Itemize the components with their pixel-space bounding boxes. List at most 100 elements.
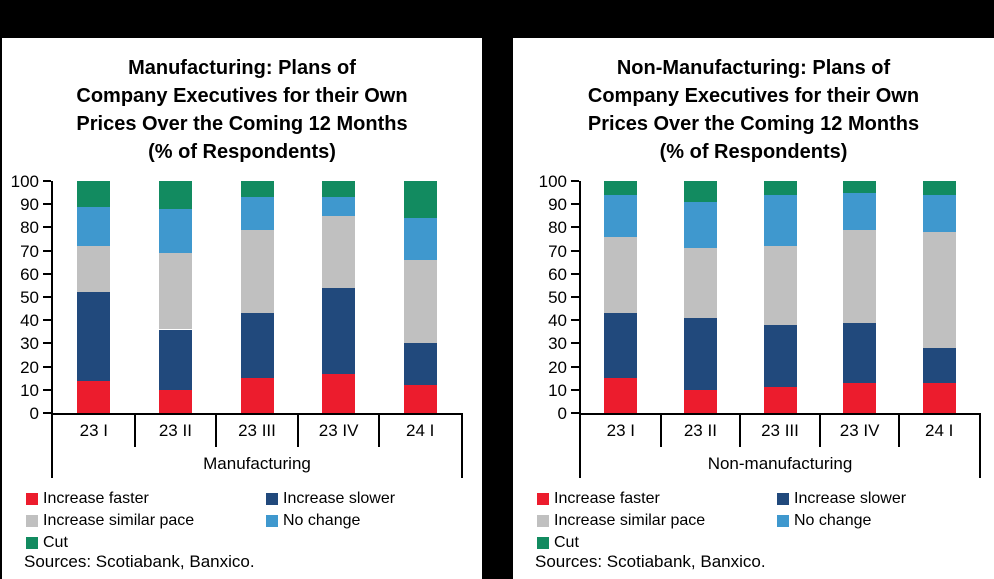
bar-segment [843, 382, 877, 413]
y-axis-tick-label: 50 [20, 288, 39, 307]
category-label: 23 I [606, 421, 635, 440]
category-label: 24 I [406, 421, 435, 440]
y-axis-tick-label: 40 [20, 311, 39, 331]
bar-segment [240, 313, 274, 379]
category-separator [659, 413, 662, 447]
legend: Increase faster Increase slower Increase s… [537, 490, 975, 560]
y-axis-tick [571, 319, 579, 322]
chart-title-line: Company Executives for their Own [76, 85, 408, 107]
y-axis-tick-label: 90 [20, 195, 39, 215]
bar-segment [322, 373, 356, 413]
y-axis-tick-label: 10 [20, 380, 39, 400]
y-axis-tick-label: 80 [20, 218, 39, 238]
legend-item: Increase similar pace [26, 512, 194, 530]
category-label: 23 II [683, 421, 717, 440]
legend-label: Increase slower [283, 490, 396, 507]
y-axis-tick [43, 388, 51, 391]
y-axis-tick [571, 342, 579, 345]
legend-label: No change [283, 512, 361, 529]
bar-segment [604, 378, 638, 413]
y-axis-tick-label: 60 [548, 264, 567, 284]
y-axis-tick [43, 342, 51, 345]
bar-segment [322, 215, 356, 288]
chart-title: Non-Manufacturing: Plans of Company Execu… [513, 54, 994, 166]
y-axis-tick [43, 412, 51, 414]
legend-item: Cut [537, 534, 579, 552]
sources-note: Sources: Scotiabank, Banxico. [535, 552, 766, 571]
y-axis-tick [43, 319, 51, 322]
bar-segment [843, 192, 877, 230]
category-separator [133, 413, 136, 447]
bar-segment [604, 181, 638, 195]
y-axis-tick-label: 50 [548, 288, 567, 307]
chart-title: Manufacturing: Plans of Company Executive… [2, 54, 482, 166]
bar-segment [158, 252, 192, 330]
bar-segment [604, 194, 638, 237]
legend-item: Increase slower [777, 490, 906, 508]
stacked-bar [403, 181, 437, 413]
y-axis-tick-label: 90 [548, 195, 567, 215]
stacked-bar [683, 181, 717, 413]
y-axis-tick-label: 40 [548, 311, 567, 331]
bar-segment [763, 387, 797, 413]
bar-segment [922, 348, 956, 383]
stacked-bar [604, 181, 638, 413]
legend-swatch [26, 493, 38, 505]
category-label: 23 IV [839, 421, 880, 440]
bar-segment [683, 181, 717, 202]
bar-segment [240, 197, 274, 230]
stacked-bar [843, 181, 877, 413]
category-separator [898, 413, 901, 447]
legend: Increase faster Increase slower Increase s… [26, 490, 474, 560]
y-axis-tick-label: 100 [10, 172, 39, 191]
y-axis-tick [43, 272, 51, 275]
bar-segment [158, 181, 192, 209]
y-axis-tick [43, 296, 51, 298]
y-axis-tick [571, 272, 579, 275]
bar-segment [763, 181, 797, 195]
category-separator [739, 413, 742, 447]
y-axis-tick-label: 20 [20, 357, 39, 377]
sources-note: Sources: Scotiabank, Banxico. [24, 552, 255, 571]
category-separator [215, 413, 218, 447]
category-label: 23 IV [318, 421, 359, 440]
bar-segment [240, 378, 274, 413]
bar-segment [403, 181, 437, 219]
bar-segment [922, 181, 956, 195]
bar-segment [763, 194, 797, 246]
legend-item: Cut [26, 534, 68, 552]
chart-title-line: Prices Over the Coming 12 Months [587, 113, 920, 135]
bar-segment [77, 206, 111, 246]
y-axis-tick [43, 365, 51, 368]
bar-segment [158, 208, 192, 253]
x-axis-line [51, 413, 461, 415]
legend-swatch [777, 493, 789, 505]
y-axis-tick [571, 226, 579, 229]
bar-segment [403, 259, 437, 344]
legend-item: No change [266, 512, 360, 530]
bar-segment [683, 201, 717, 249]
y-axis-tick [571, 180, 579, 182]
bar-segment [240, 181, 274, 198]
stacked-bar [77, 181, 111, 413]
y-axis-tick [571, 412, 579, 414]
bar-segment [604, 313, 638, 379]
legend-swatch [777, 515, 789, 527]
bar-segment [158, 329, 192, 390]
bar-segment [322, 197, 356, 216]
legend-swatch [26, 537, 38, 549]
y-axis-tick-label: 0 [29, 404, 39, 423]
legend-item: Increase similar pace [537, 512, 705, 530]
chart-title-line: (% of Respondents) [148, 141, 336, 163]
bar-segment [77, 380, 111, 413]
legend-item: Increase faster [537, 490, 660, 508]
stacked-bar [240, 181, 274, 413]
category-label: 23 III [761, 421, 799, 440]
category-separator [378, 413, 381, 447]
bar-segment [843, 181, 877, 193]
y-axis-tick [571, 203, 579, 206]
legend-item: Increase slower [266, 490, 395, 508]
bar-segment [403, 385, 437, 413]
category-label: 23 III [238, 421, 276, 440]
y-axis-tick-label: 30 [548, 334, 567, 354]
